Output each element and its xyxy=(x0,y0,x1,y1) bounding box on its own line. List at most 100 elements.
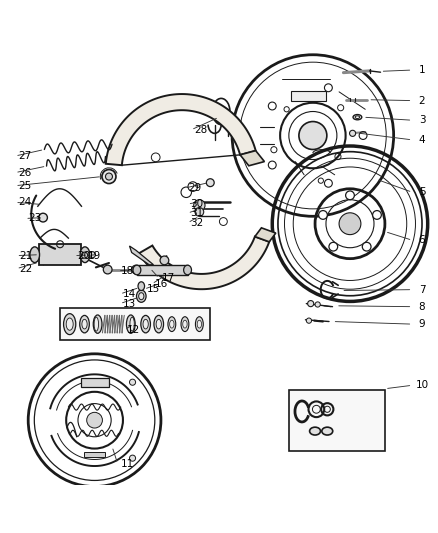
Text: 23: 23 xyxy=(28,214,41,223)
Circle shape xyxy=(160,256,169,265)
Circle shape xyxy=(219,217,227,225)
Circle shape xyxy=(103,265,112,274)
Text: 18: 18 xyxy=(121,266,134,276)
Text: 9: 9 xyxy=(419,319,425,329)
Ellipse shape xyxy=(310,427,321,435)
Bar xyxy=(291,91,326,101)
Ellipse shape xyxy=(181,317,189,332)
Text: 28: 28 xyxy=(194,125,207,135)
Text: 20: 20 xyxy=(77,251,90,261)
Circle shape xyxy=(87,413,102,428)
Ellipse shape xyxy=(183,320,187,328)
Text: 12: 12 xyxy=(127,325,141,335)
Text: 4: 4 xyxy=(419,135,425,145)
Bar xyxy=(137,265,187,275)
Text: 26: 26 xyxy=(18,168,32,177)
Bar xyxy=(84,452,106,457)
Text: 31: 31 xyxy=(191,208,204,218)
Circle shape xyxy=(315,302,320,307)
Text: 19: 19 xyxy=(88,251,101,261)
Text: 32: 32 xyxy=(191,218,204,228)
Circle shape xyxy=(39,213,47,222)
Circle shape xyxy=(89,252,95,258)
Polygon shape xyxy=(106,94,256,165)
Bar xyxy=(81,378,109,387)
Bar xyxy=(289,390,385,451)
Circle shape xyxy=(195,207,204,216)
Bar xyxy=(39,244,81,265)
Circle shape xyxy=(346,191,354,200)
Ellipse shape xyxy=(80,316,89,333)
Ellipse shape xyxy=(64,313,76,335)
Circle shape xyxy=(339,213,361,235)
Text: 29: 29 xyxy=(188,183,201,193)
Circle shape xyxy=(299,122,327,149)
Ellipse shape xyxy=(138,282,145,290)
Ellipse shape xyxy=(93,315,102,333)
Text: 25: 25 xyxy=(18,181,32,191)
Ellipse shape xyxy=(137,290,146,302)
Text: 6: 6 xyxy=(419,235,425,245)
Ellipse shape xyxy=(197,320,201,328)
Ellipse shape xyxy=(353,115,362,120)
Ellipse shape xyxy=(94,317,99,331)
Text: 13: 13 xyxy=(123,298,136,309)
Ellipse shape xyxy=(133,265,141,275)
Circle shape xyxy=(132,265,141,274)
Ellipse shape xyxy=(130,317,134,331)
Circle shape xyxy=(362,243,371,251)
Circle shape xyxy=(329,243,338,251)
Ellipse shape xyxy=(322,427,333,435)
Text: 11: 11 xyxy=(121,459,134,469)
Ellipse shape xyxy=(30,247,39,263)
Text: 16: 16 xyxy=(155,279,168,289)
Text: 30: 30 xyxy=(191,199,204,209)
Text: 2: 2 xyxy=(419,95,425,106)
Ellipse shape xyxy=(168,317,176,332)
Circle shape xyxy=(102,169,116,183)
Text: 10: 10 xyxy=(416,380,429,390)
Text: 8: 8 xyxy=(419,302,425,312)
Circle shape xyxy=(81,252,88,258)
Text: 5: 5 xyxy=(419,187,425,197)
Ellipse shape xyxy=(154,316,163,333)
Circle shape xyxy=(350,130,356,136)
Text: 27: 27 xyxy=(18,151,32,161)
Polygon shape xyxy=(130,246,153,265)
Ellipse shape xyxy=(82,319,87,329)
Text: 21: 21 xyxy=(19,251,33,261)
Ellipse shape xyxy=(355,116,360,118)
Text: 22: 22 xyxy=(19,264,33,273)
Ellipse shape xyxy=(184,265,191,275)
Circle shape xyxy=(306,318,311,323)
Polygon shape xyxy=(240,151,265,166)
Circle shape xyxy=(181,187,191,198)
Ellipse shape xyxy=(139,293,144,300)
Polygon shape xyxy=(255,228,276,242)
Ellipse shape xyxy=(195,317,203,332)
Circle shape xyxy=(206,179,214,187)
Circle shape xyxy=(151,153,160,161)
Text: 1: 1 xyxy=(419,65,425,75)
Circle shape xyxy=(130,379,136,385)
Ellipse shape xyxy=(80,247,90,263)
Ellipse shape xyxy=(143,319,148,329)
Circle shape xyxy=(307,301,314,306)
Circle shape xyxy=(194,200,205,211)
Text: 15: 15 xyxy=(147,284,160,294)
Ellipse shape xyxy=(141,316,150,333)
Text: 24: 24 xyxy=(18,197,32,207)
Circle shape xyxy=(373,211,381,219)
Text: 3: 3 xyxy=(419,115,425,125)
Circle shape xyxy=(318,211,327,219)
Ellipse shape xyxy=(127,315,135,333)
Circle shape xyxy=(130,455,136,461)
Ellipse shape xyxy=(66,318,73,330)
Ellipse shape xyxy=(156,319,161,329)
Polygon shape xyxy=(139,237,269,289)
Text: 7: 7 xyxy=(419,285,425,295)
Ellipse shape xyxy=(170,320,174,328)
Text: 14: 14 xyxy=(123,289,136,299)
Circle shape xyxy=(106,173,113,180)
Circle shape xyxy=(188,182,198,191)
